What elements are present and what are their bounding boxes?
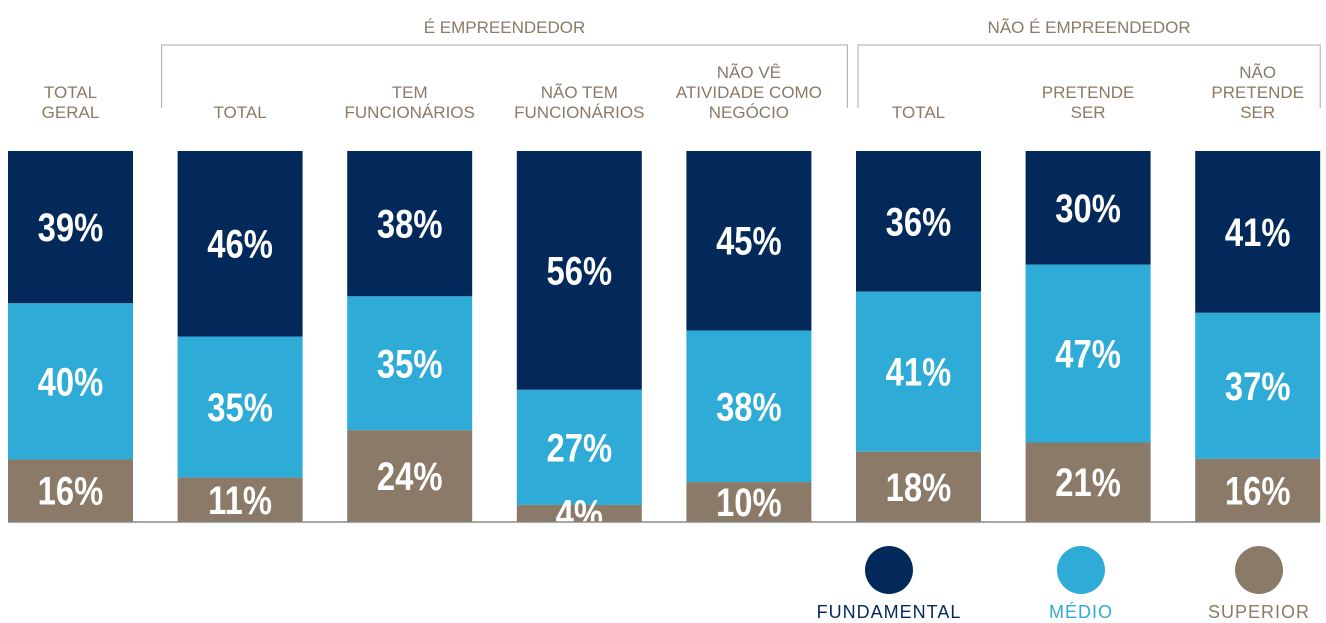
bar-segment bbox=[8, 303, 133, 460]
bar-segment bbox=[856, 151, 981, 292]
bar-segment bbox=[686, 151, 812, 331]
group-label: NÃO É EMPREENDEDOR bbox=[988, 18, 1191, 37]
bar-segment bbox=[686, 482, 812, 522]
category-label: NEGÓCIO bbox=[709, 103, 789, 122]
category-label: PRETENDE bbox=[1042, 83, 1135, 102]
bar-segment bbox=[516, 151, 642, 390]
value-label: 36% bbox=[886, 199, 952, 244]
bars: 39% 40% 16% 46% 35% 11% 38% 35% 24% 56% 27% 4% 45% 38… bbox=[8, 151, 1321, 536]
value-label: 21% bbox=[1055, 460, 1121, 505]
category-label: NÃO bbox=[1239, 63, 1276, 82]
bar-segment bbox=[516, 389, 642, 505]
legend-swatch bbox=[865, 546, 913, 594]
category-label: SER bbox=[1071, 103, 1106, 122]
value-label: 39% bbox=[38, 205, 104, 250]
bar-segment bbox=[347, 296, 473, 431]
bar-segment bbox=[1025, 151, 1151, 265]
value-label: 11% bbox=[208, 478, 272, 523]
category-label: TOTAL bbox=[892, 103, 945, 122]
value-label: 38% bbox=[377, 202, 443, 247]
bar-segment bbox=[1195, 458, 1321, 522]
bar-segment bbox=[856, 451, 981, 522]
value-label: 10% bbox=[716, 480, 782, 525]
value-label: 35% bbox=[207, 385, 273, 430]
value-label: 41% bbox=[1225, 210, 1291, 255]
value-label: 16% bbox=[1225, 468, 1291, 513]
bar-segment bbox=[8, 459, 133, 522]
category-label: SER bbox=[1240, 103, 1275, 122]
group-label: É EMPREENDEDOR bbox=[424, 18, 586, 37]
category-label: GERAL bbox=[42, 103, 100, 122]
value-label: 56% bbox=[546, 248, 612, 293]
value-label: 38% bbox=[716, 384, 782, 429]
value-label: 41% bbox=[886, 350, 952, 395]
category-label: NÃO TEM bbox=[541, 83, 618, 102]
value-label: 40% bbox=[38, 359, 104, 404]
category-label: TEM bbox=[392, 83, 428, 102]
category-label: TOTAL bbox=[44, 83, 97, 102]
value-label: 30% bbox=[1055, 186, 1121, 231]
bar-segment bbox=[177, 477, 303, 522]
bar-segment bbox=[1195, 312, 1321, 459]
value-label: 4% bbox=[556, 491, 603, 536]
value-label: 18% bbox=[886, 465, 952, 510]
legend-swatch bbox=[1057, 546, 1105, 594]
category-label: NÃO VÊ bbox=[717, 63, 781, 82]
category-label: FUNCIONÁRIOS bbox=[514, 103, 644, 122]
bar-segment bbox=[177, 336, 303, 478]
bar-segment bbox=[686, 330, 812, 483]
value-label: 35% bbox=[377, 341, 443, 386]
bar-segment bbox=[8, 151, 133, 304]
category-label: FUNCIONÁRIOS bbox=[345, 103, 475, 122]
bar-segment bbox=[1025, 442, 1151, 522]
value-label: 27% bbox=[546, 425, 612, 470]
legend-swatch bbox=[1235, 546, 1283, 594]
legend-label: SUPERIOR bbox=[1208, 602, 1310, 622]
category-label: PRETENDE bbox=[1211, 83, 1304, 102]
bar-segment bbox=[347, 151, 473, 297]
bar-segment bbox=[347, 430, 473, 522]
bar-segment bbox=[516, 504, 642, 522]
legend-label: FUNDAMENTAL bbox=[817, 602, 962, 622]
bar-segment bbox=[1195, 151, 1321, 313]
value-label: 45% bbox=[716, 219, 782, 264]
value-label: 47% bbox=[1055, 331, 1121, 376]
category-label: TOTAL bbox=[213, 103, 266, 122]
value-label: 16% bbox=[38, 469, 104, 514]
legend-label: MÉDIO bbox=[1049, 602, 1113, 622]
category-label: ATIVIDADE COMO bbox=[676, 83, 822, 102]
bar-segment bbox=[1025, 264, 1151, 443]
bar-segment bbox=[177, 151, 303, 337]
group-bracket bbox=[857, 44, 1321, 108]
value-label: 46% bbox=[207, 222, 273, 267]
value-label: 24% bbox=[377, 454, 443, 499]
value-label: 37% bbox=[1225, 364, 1291, 409]
bar-segment bbox=[856, 291, 981, 452]
group-bracket bbox=[161, 44, 848, 108]
